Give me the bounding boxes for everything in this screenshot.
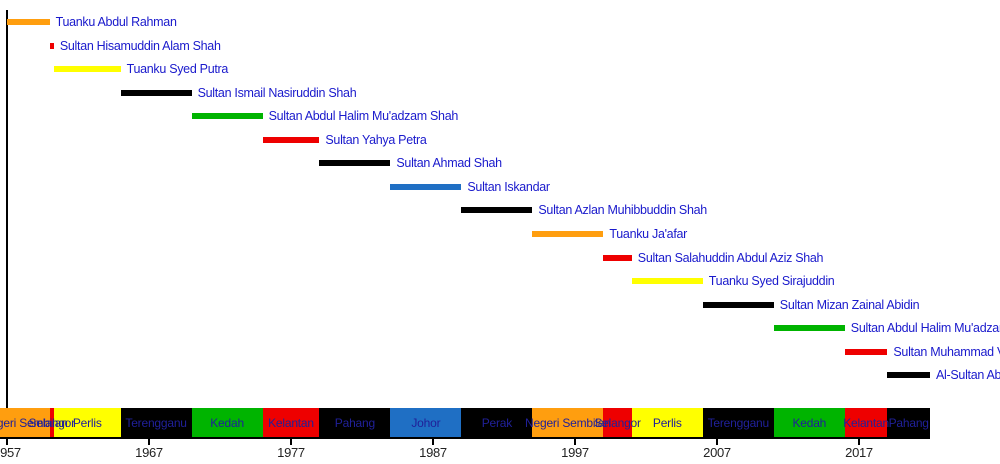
reign-label[interactable]: Sultan Muhammad V (893, 344, 1000, 359)
reign-bar (120, 89, 192, 96)
state-label[interactable]: Terengganu (707, 415, 770, 430)
reign-bar (702, 301, 774, 308)
tick-mark (148, 439, 150, 445)
reign-bar (631, 278, 703, 285)
reign-label[interactable]: Sultan Abdul Halim Mu'adzam Shah (850, 321, 1000, 336)
state-label[interactable]: Negeri Sembilan (525, 415, 611, 430)
reign-label[interactable]: Sultan Hisamuddin Alam Shah (59, 38, 221, 53)
state-label[interactable]: Negeri Sembilan (0, 415, 68, 430)
reign-bar (603, 254, 632, 261)
tick-label: 1977 (277, 445, 305, 460)
reign-bar (49, 42, 54, 49)
state-segment (120, 408, 192, 437)
reign-bar (7, 19, 50, 25)
tick-mark (858, 439, 860, 445)
reign-bar (773, 325, 845, 332)
state-segment (319, 408, 391, 437)
tick-mark (6, 439, 8, 445)
state-segment (773, 408, 845, 437)
reign-label[interactable]: Sultan Iskandar (467, 179, 550, 194)
tick-mark (574, 439, 576, 445)
state-segment (603, 408, 632, 437)
tick-label: 1987 (419, 445, 447, 460)
state-label[interactable]: Johor (411, 415, 441, 430)
reign-label[interactable]: Sultan Ismail Nasiruddin Shah (197, 85, 357, 100)
state-label[interactable]: Perak (481, 415, 513, 430)
reign-label[interactable]: Sultan Abdul Halim Mu'adzam Shah (268, 109, 459, 124)
reign-bar (390, 183, 462, 190)
state-band: Negeri SembilanSelangorPerlisTerengganuK… (0, 408, 1000, 437)
state-segment (0, 408, 50, 437)
tick-label: 2007 (703, 445, 731, 460)
state-label[interactable]: Kelantan (268, 415, 314, 430)
x-axis-line (0, 437, 930, 439)
tick-label: 1957 (0, 445, 21, 460)
tick-label: 1967 (135, 445, 163, 460)
reign-label[interactable]: Sultan Yahya Petra (325, 132, 427, 147)
reign-bar (532, 230, 604, 237)
state-segment (390, 408, 462, 437)
state-segment (532, 408, 604, 437)
state-segment (702, 408, 774, 437)
state-label[interactable]: Terengganu (125, 415, 187, 430)
state-label[interactable]: Pahang (334, 415, 375, 430)
tick-mark (716, 439, 718, 445)
reign-label[interactable]: Sultan Salahuddin Abdul Aziz Shah (637, 250, 824, 265)
tick-label: 2017 (845, 445, 873, 460)
reign-label[interactable]: Tuanku Syed Putra (126, 62, 229, 77)
reign-bar (53, 66, 121, 73)
reign-label[interactable]: Al-Sultan Abdullah (936, 368, 1000, 383)
state-segment (53, 408, 121, 437)
state-segment (49, 408, 54, 437)
state-segment (844, 408, 888, 437)
y-axis-line (6, 10, 8, 437)
state-label[interactable]: Pahang (888, 415, 929, 430)
reign-bar (461, 207, 533, 214)
state-label[interactable]: Perlis (652, 415, 682, 430)
reign-bar (887, 372, 930, 379)
reign-label[interactable]: Sultan Mizan Zainal Abidin (779, 297, 920, 312)
state-label[interactable]: Selangor (28, 415, 76, 430)
reign-bar (191, 113, 263, 120)
reign-label[interactable]: Sultan Azlan Muhibbuddin Shah (538, 203, 707, 218)
reign-label[interactable]: Tuanku Ja'afar (609, 226, 688, 241)
reign-bar (262, 136, 320, 143)
tick-label: 1997 (561, 445, 589, 460)
reign-label[interactable]: Tuanku Syed Sirajuddin (708, 274, 835, 289)
state-segment (262, 408, 320, 437)
reign-bar (319, 160, 391, 167)
reign-label[interactable]: Sultan Ahmad Shah (396, 156, 502, 171)
tick-mark (432, 439, 434, 445)
state-label[interactable]: Selangor (594, 415, 641, 430)
state-label[interactable]: Perlis (72, 415, 102, 430)
tick-mark (290, 439, 292, 445)
state-segment (191, 408, 263, 437)
state-segment (887, 408, 930, 437)
state-segment (461, 408, 533, 437)
reign-label[interactable]: Tuanku Abdul Rahman (55, 15, 177, 29)
state-segment (631, 408, 703, 437)
state-label[interactable]: Kedah (792, 415, 827, 430)
state-label[interactable]: Kedah (210, 415, 244, 430)
reign-bar (844, 348, 888, 355)
state-label[interactable]: Kelantan (843, 415, 889, 430)
